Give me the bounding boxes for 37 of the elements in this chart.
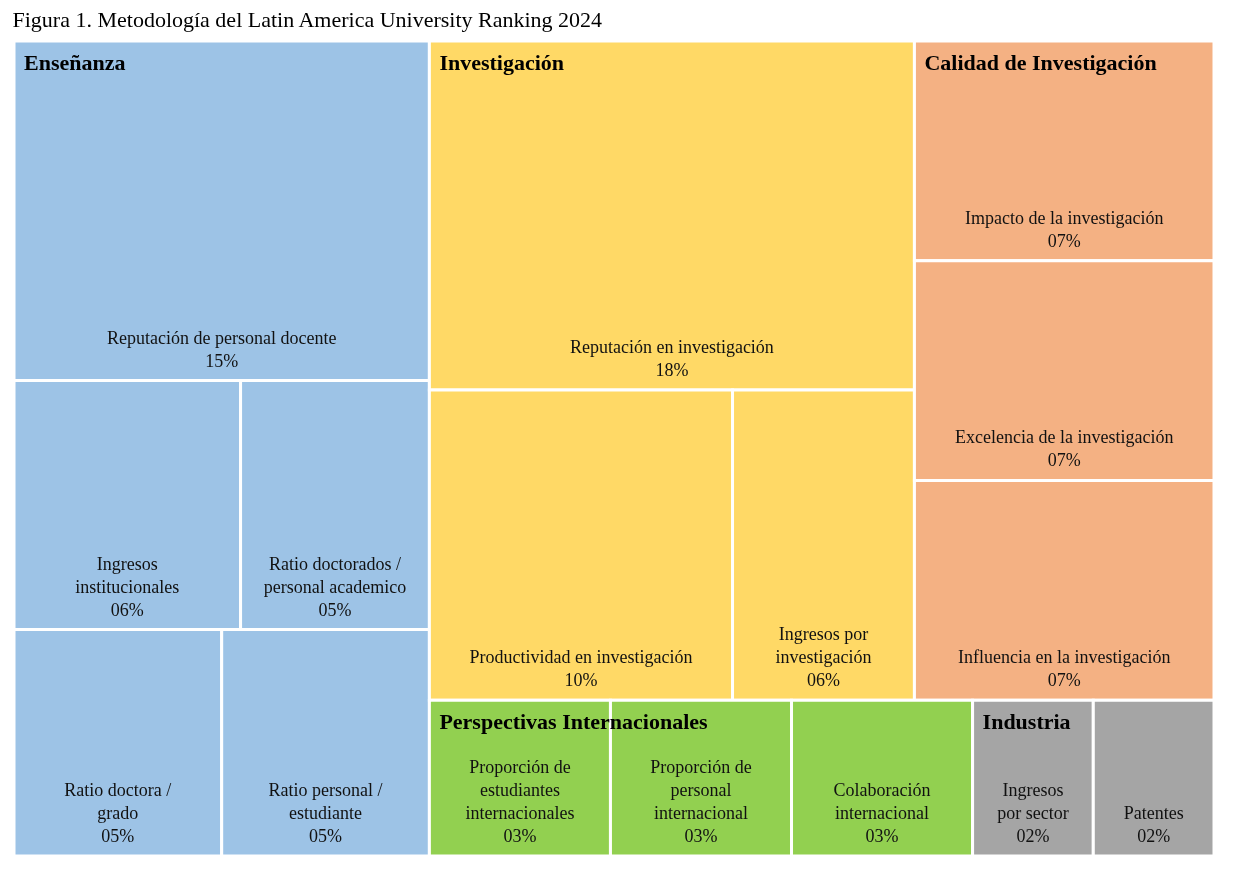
category-label: Patentes bbox=[1123, 803, 1184, 823]
data-label: 05% bbox=[309, 826, 343, 846]
category-label: Ratio doctorados / personal academico bbox=[263, 553, 407, 597]
data-label: 03% bbox=[684, 826, 718, 846]
data-label: 10% bbox=[564, 670, 598, 691]
category-label: Ingresos institucionales bbox=[75, 553, 180, 597]
category-label: Ingresos por sector bbox=[997, 780, 1069, 823]
series-label: Enseñanza bbox=[24, 50, 126, 75]
category-label: Ratio personal / estudiante bbox=[268, 780, 383, 823]
series-label: Investigación bbox=[439, 50, 565, 75]
data-label: 07% bbox=[1047, 670, 1081, 691]
data-label: 05% bbox=[318, 599, 352, 620]
category-label: Impacto de la investigación bbox=[964, 207, 1164, 228]
data-label: 03% bbox=[865, 826, 899, 846]
data-label: 05% bbox=[101, 826, 135, 846]
category-label: Reputación de personal docente bbox=[106, 327, 337, 348]
category-label: Excelencia de la investigación bbox=[955, 427, 1174, 448]
data-label: 07% bbox=[1047, 450, 1081, 471]
data-label: 18% bbox=[655, 359, 689, 380]
category-label: Colaboración internacional bbox=[833, 780, 931, 823]
category-label: Influencia en la investigación bbox=[958, 647, 1171, 668]
series-label: Calidad de Investigación bbox=[924, 50, 1157, 75]
category-label: Reputación en investigación bbox=[569, 336, 774, 357]
category-label: Ratio doctora / grado bbox=[64, 780, 172, 823]
category-label: Ingresos por investigación bbox=[775, 624, 872, 668]
data-label: 15% bbox=[205, 350, 239, 371]
category-label: Productividad en investigación bbox=[469, 647, 693, 668]
data-label: 06% bbox=[806, 670, 840, 691]
data-label: 02% bbox=[1137, 826, 1171, 846]
data-label: 03% bbox=[503, 826, 537, 846]
data-label: 02% bbox=[1016, 826, 1050, 846]
data-label: 07% bbox=[1047, 230, 1081, 251]
data-label: 06% bbox=[110, 599, 144, 620]
text: Figura 1. Metodología del Latin America University Ranking 2024 bbox=[12, 6, 603, 32]
category-label: Proporción de personal internacional bbox=[650, 757, 752, 823]
series-label: Industria bbox=[982, 709, 1071, 735]
category-label: Proporción de estudiantes internacionales bbox=[465, 757, 575, 823]
